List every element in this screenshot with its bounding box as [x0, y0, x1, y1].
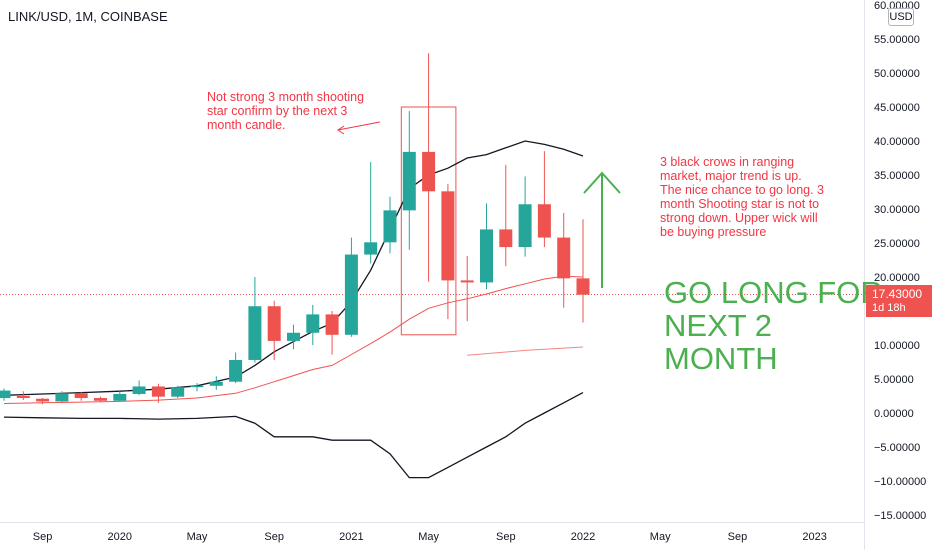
candle-body [209, 381, 223, 386]
candle-body [171, 387, 185, 397]
candle-body [364, 242, 378, 255]
x-tick-label: Sep [496, 531, 516, 543]
x-tick-label: 2022 [571, 531, 595, 543]
candle-body [113, 393, 127, 401]
candle-body [537, 204, 551, 238]
x-tick-label: May [187, 531, 208, 543]
candle-body [480, 229, 493, 283]
candle-body [344, 254, 358, 335]
y-tick-label: 40.00000 [874, 136, 920, 148]
candle-body [422, 151, 436, 192]
candle-body [518, 204, 532, 248]
x-tick-label: 2021 [339, 531, 363, 543]
candle-body [383, 210, 397, 243]
y-tick-label: −10.00000 [874, 476, 926, 488]
projection-line [467, 346, 584, 356]
annotation-black-crows: 3 black crows in ranging market, major t… [660, 155, 825, 239]
candle-body [190, 385, 204, 388]
shooting-star-arrow [337, 121, 381, 131]
y-tick-label: 0.00000 [874, 408, 914, 420]
candle-body [557, 237, 571, 279]
x-tick-label: Sep [264, 531, 284, 543]
x-tick-label: 2020 [108, 531, 132, 543]
candle-body [132, 386, 146, 394]
y-tick-label: 50.00000 [874, 68, 920, 80]
x-tick-label: Sep [728, 531, 748, 543]
candle-body [402, 151, 416, 211]
last-price-value: 17.43000 [872, 287, 923, 301]
candle-body [325, 314, 339, 335]
candle-body [306, 314, 320, 333]
y-tick-label: 45.00000 [874, 102, 920, 114]
candle-body [287, 332, 300, 341]
y-tick-label: 20.00000 [874, 272, 920, 284]
candle-body [499, 229, 513, 248]
y-tick-label: 35.00000 [874, 170, 920, 182]
x-tick-label: May [650, 531, 671, 543]
currency-badge[interactable]: USD [888, 8, 914, 26]
candle-body [55, 393, 69, 402]
candle-body [460, 280, 474, 283]
bollinger-lower-line [3, 392, 584, 479]
candle-body [248, 306, 262, 360]
annotation-shooting-star: Not strong 3 month shooting star confirm… [207, 90, 365, 132]
y-tick-label: 55.00000 [874, 34, 920, 46]
candle-body [441, 191, 455, 281]
bollinger-upper-line [3, 140, 584, 396]
last-price-badge: 17.43000 1d 18h [866, 285, 932, 317]
candle-body [576, 278, 590, 295]
candle-body [36, 398, 50, 402]
candle-body [94, 398, 107, 401]
candle-body [151, 386, 165, 397]
x-tick-label: 2023 [802, 531, 826, 543]
y-tick-label: 30.00000 [874, 204, 920, 216]
symbol-title: LINK/USD, 1M, COINBASE [8, 9, 168, 24]
time-to-close: 1d 18h [872, 302, 906, 314]
candle-body [16, 396, 30, 399]
y-tick-label: −15.00000 [874, 510, 926, 522]
annotation-go-long: GO LONG FOR NEXT 2 MONTH [664, 275, 883, 376]
x-tick-label: Sep [33, 531, 53, 543]
y-tick-label: 5.00000 [874, 374, 914, 386]
candle-body [267, 306, 281, 341]
candle-body [0, 390, 11, 399]
candle-body [229, 359, 243, 382]
candle-body [74, 393, 88, 399]
shooting-star-arrowhead [337, 125, 345, 135]
y-tick-label: 25.00000 [874, 238, 920, 250]
y-tick-label: −5.00000 [874, 442, 920, 454]
x-tick-label: May [418, 531, 439, 543]
go-long-arrowhead [583, 171, 621, 194]
y-tick-label: 10.00000 [874, 340, 920, 352]
